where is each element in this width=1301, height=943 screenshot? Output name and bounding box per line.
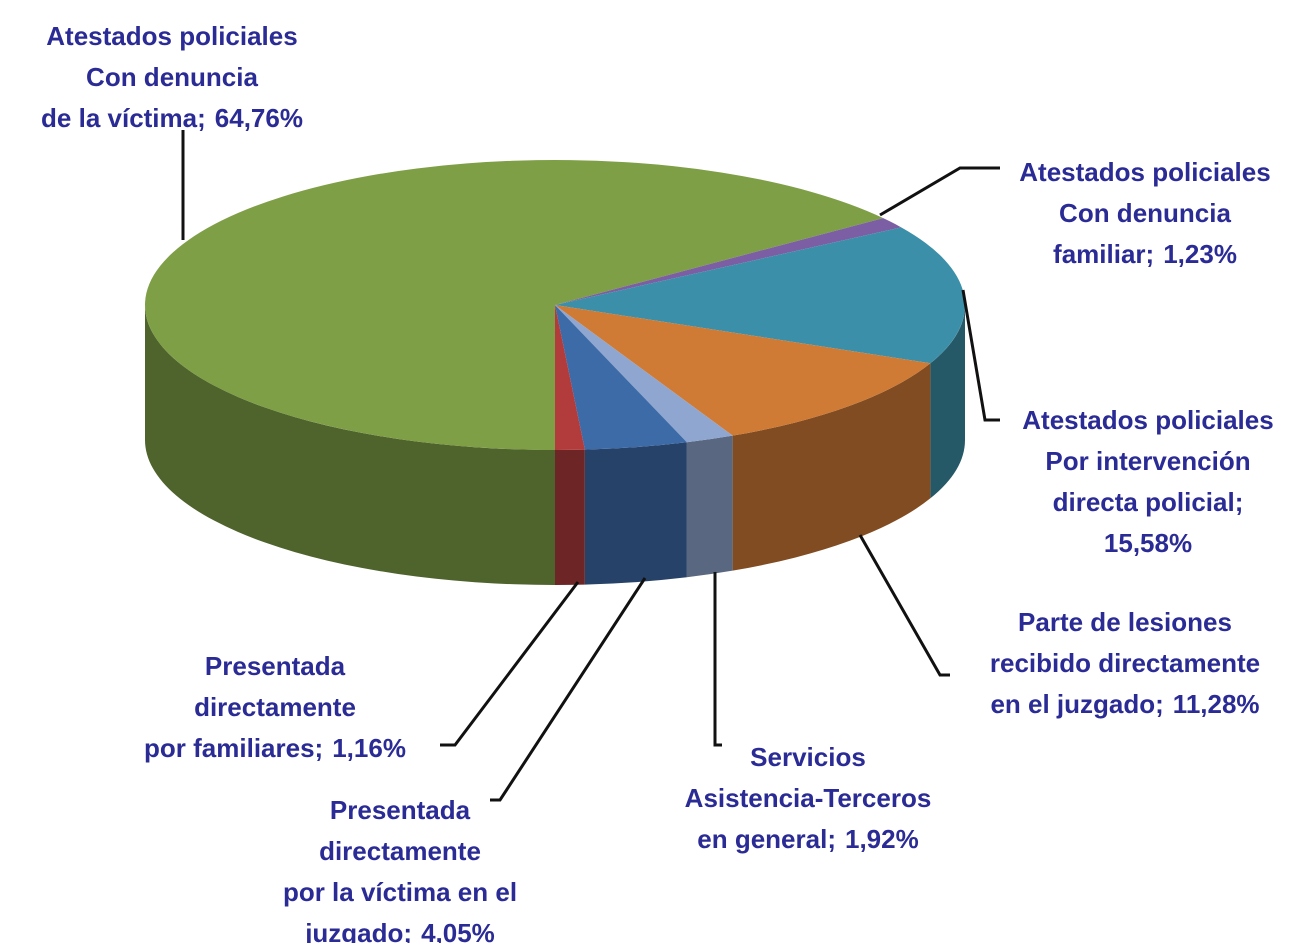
- label-line: de la víctima: [41, 103, 198, 133]
- label-line: familiar: [1053, 239, 1146, 269]
- label-separator: ;: [1155, 689, 1164, 719]
- slice: [555, 305, 585, 450]
- label-separator: ;: [197, 103, 206, 133]
- label-line: en general: [697, 824, 827, 854]
- leader-line: [490, 577, 647, 802]
- slice-side: [686, 435, 733, 578]
- label-line: directamente: [194, 692, 356, 722]
- label-line: Servicios: [750, 742, 866, 772]
- label-line: directa policial: [1053, 487, 1235, 517]
- label-line: Atestados policiales: [1019, 157, 1270, 187]
- label-line: recibido directamente: [990, 648, 1260, 678]
- label-separator: ;: [403, 918, 412, 943]
- leader-line: [961, 289, 1000, 422]
- slice-label: Parte de lesiones recibido directamente en…: [990, 607, 1260, 719]
- slice-label: Atestados policiales Por intervención dire…: [1022, 405, 1273, 558]
- label-line: Parte de lesiones: [1018, 607, 1232, 637]
- slice-side: [584, 442, 687, 585]
- label-separator: ;: [1146, 239, 1155, 269]
- slice-label: Servicios Asistencia-Terceros en general; 1…: [685, 742, 932, 854]
- value-label: 15,58%: [1104, 528, 1192, 558]
- label-line: Con denuncia: [1059, 198, 1231, 228]
- label-line: Presentada: [205, 651, 346, 681]
- slice-label: Presentada directamente por familiares; 1,1…: [144, 651, 406, 763]
- value-label: 11,28%: [1173, 689, 1260, 719]
- slice-side: [930, 305, 965, 499]
- label-line: Atestados policiales: [46, 21, 297, 51]
- value-label: 1,92%: [845, 824, 919, 854]
- slice-label: Atestados policiales Con denuncia de la ví…: [41, 21, 303, 133]
- leader-line: [713, 572, 722, 747]
- value-label: 1,16%: [332, 733, 406, 763]
- leader-line: [858, 534, 950, 677]
- slice-side: [145, 305, 555, 585]
- slice: [555, 227, 965, 364]
- label-line: Asistencia-Terceros: [685, 783, 932, 813]
- label-line: Atestados policiales: [1022, 405, 1273, 435]
- slice: [144, 159, 884, 450]
- slice-label: Presentada directamente por la víctima en …: [283, 795, 517, 943]
- label-line: Por intervención: [1045, 446, 1250, 476]
- leader-line: [440, 581, 580, 747]
- value-label: 4,05%: [421, 918, 495, 943]
- slice-label: Atestados policiales Con denuncia familiar…: [1019, 157, 1270, 269]
- label-separator: ;: [827, 824, 836, 854]
- leader-line: [879, 166, 1000, 217]
- label-line: Presentada: [330, 795, 471, 825]
- slice: [555, 218, 902, 305]
- label-separator: ;: [1235, 487, 1244, 517]
- label-line: juzgado: [304, 918, 403, 943]
- value-label: 64,76%: [215, 103, 303, 133]
- label-line: Con denuncia: [86, 62, 258, 92]
- slice: [555, 305, 687, 450]
- label-separator: ;: [315, 733, 324, 763]
- label-line: directamente: [319, 836, 481, 866]
- label-line: en el juzgado: [990, 689, 1155, 719]
- value-label: 1,23%: [1163, 239, 1237, 269]
- slice-side: [732, 363, 931, 571]
- slice: [555, 305, 733, 443]
- label-line: por la víctima en el: [283, 877, 517, 907]
- slice-side: [555, 449, 585, 585]
- label-line: por familiares: [144, 733, 315, 763]
- slice: [555, 305, 931, 436]
